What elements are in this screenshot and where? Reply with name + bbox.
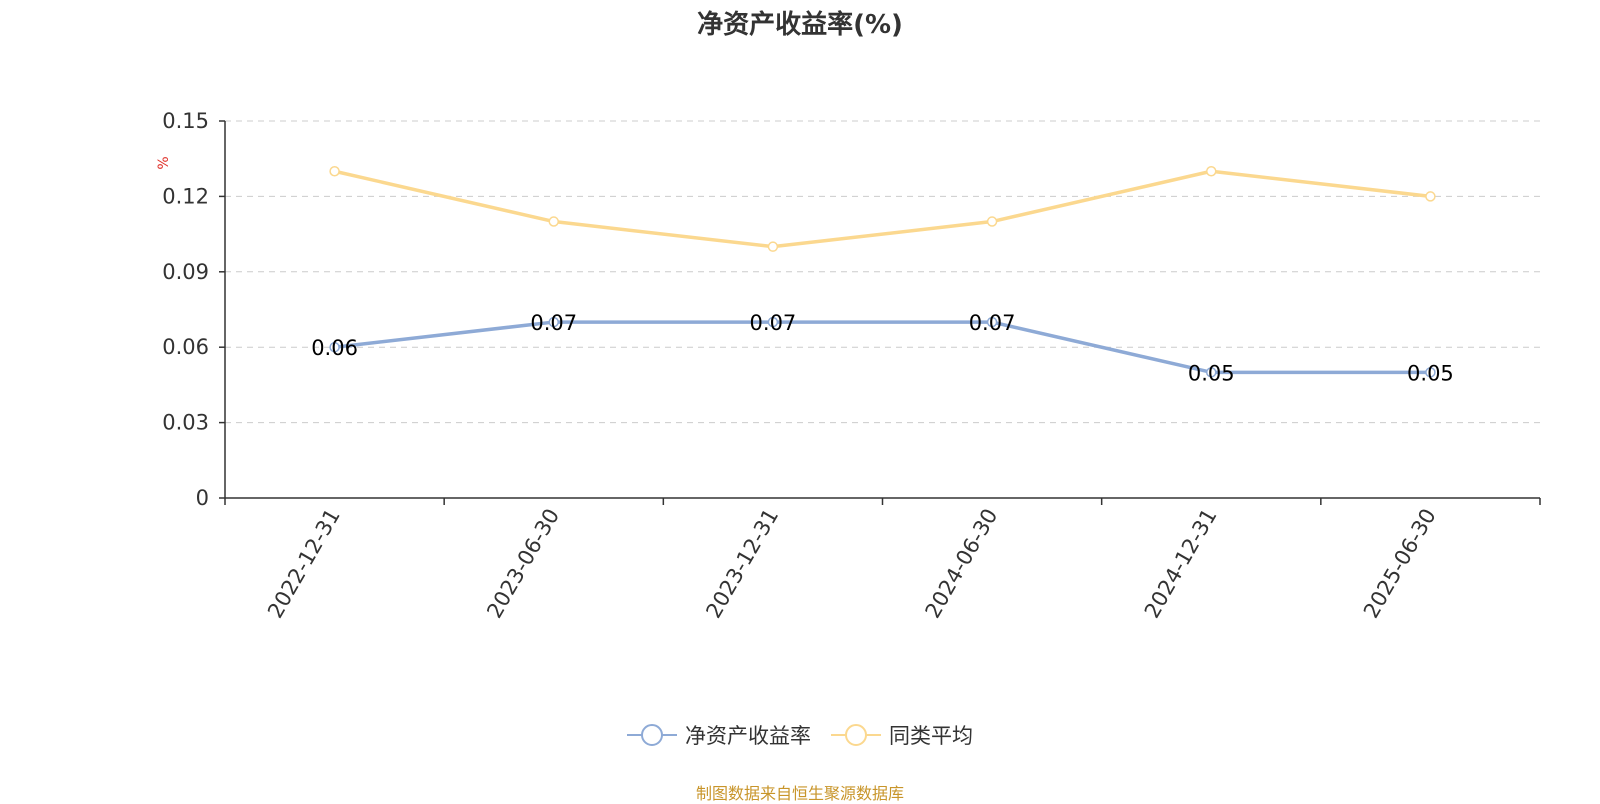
- series-0-data-label-1: 0.07: [530, 311, 577, 335]
- series-0-data-label-4: 0.05: [1188, 361, 1235, 385]
- x-tick-label-2: 2023-12-31: [701, 505, 783, 623]
- series-1-point-2: [767, 241, 779, 252]
- series-lines: [329, 166, 1436, 378]
- grid-lines: [225, 120, 1540, 424]
- series-0-point-0: [329, 341, 340, 353]
- data-labels: 0.06 0.07 0.07 0.07 0.05 0.05: [311, 311, 1454, 385]
- x-tick-label-3: 2024-06-30: [921, 504, 1003, 622]
- legend-item-1[interactable]: 同类平均: [831, 720, 973, 750]
- y-tick-label-2: 0.06: [162, 335, 209, 359]
- legend-marker-1: [831, 724, 881, 746]
- source-note: 制图数据来自恒生聚源数据库: [695, 784, 904, 803]
- legend: 净资产收益率 同类平均: [0, 720, 1600, 750]
- series-line-0: [334, 320, 1431, 375]
- chart-title: 净资产收益率(%): [697, 10, 903, 40]
- series-0-data-label-2: 0.07: [750, 311, 797, 335]
- x-tick-label-4: 2024-12-31: [1140, 505, 1222, 623]
- legend-marker-0: [627, 724, 677, 746]
- legend-label-1: 同类平均: [889, 724, 973, 748]
- series-0-point-1: [548, 316, 559, 328]
- series-1-point-3: [986, 216, 998, 227]
- legend-label-0: 净资产收益率: [685, 724, 811, 748]
- legend-item-0[interactable]: 净资产收益率: [627, 720, 811, 750]
- series-1-point-5: [1425, 191, 1436, 202]
- series-0-point-2: [767, 316, 779, 328]
- y-axis-unit-label: %: [156, 156, 172, 169]
- x-tick-label-1: 2023-06-30: [482, 505, 564, 623]
- y-tick-label-1: 0.03: [162, 411, 209, 435]
- y-tick-label-3: 0.09: [162, 260, 209, 284]
- y-tick-label-0: 0: [196, 486, 209, 510]
- series-line-1: [334, 169, 1431, 249]
- y-tick-label-4: 0.12: [162, 184, 209, 208]
- y-tick-label-5: 0.15: [162, 109, 209, 133]
- x-tick-label-5: 2025-06-30: [1359, 505, 1441, 623]
- series-0-point-4: [1206, 367, 1217, 378]
- series-0-data-label-0: 0.06: [311, 336, 358, 360]
- series-1-point-1: [548, 216, 559, 227]
- series-0-point-5: [1425, 367, 1436, 378]
- series-0-point-3: [986, 316, 998, 328]
- series-1-point-0: [329, 166, 340, 177]
- series-1-point-4: [1206, 166, 1217, 177]
- series-0-data-label-5: 0.05: [1407, 361, 1454, 385]
- x-tick-label-0: 2022-12-31: [263, 505, 345, 623]
- series-0-data-label-3: 0.07: [969, 311, 1016, 335]
